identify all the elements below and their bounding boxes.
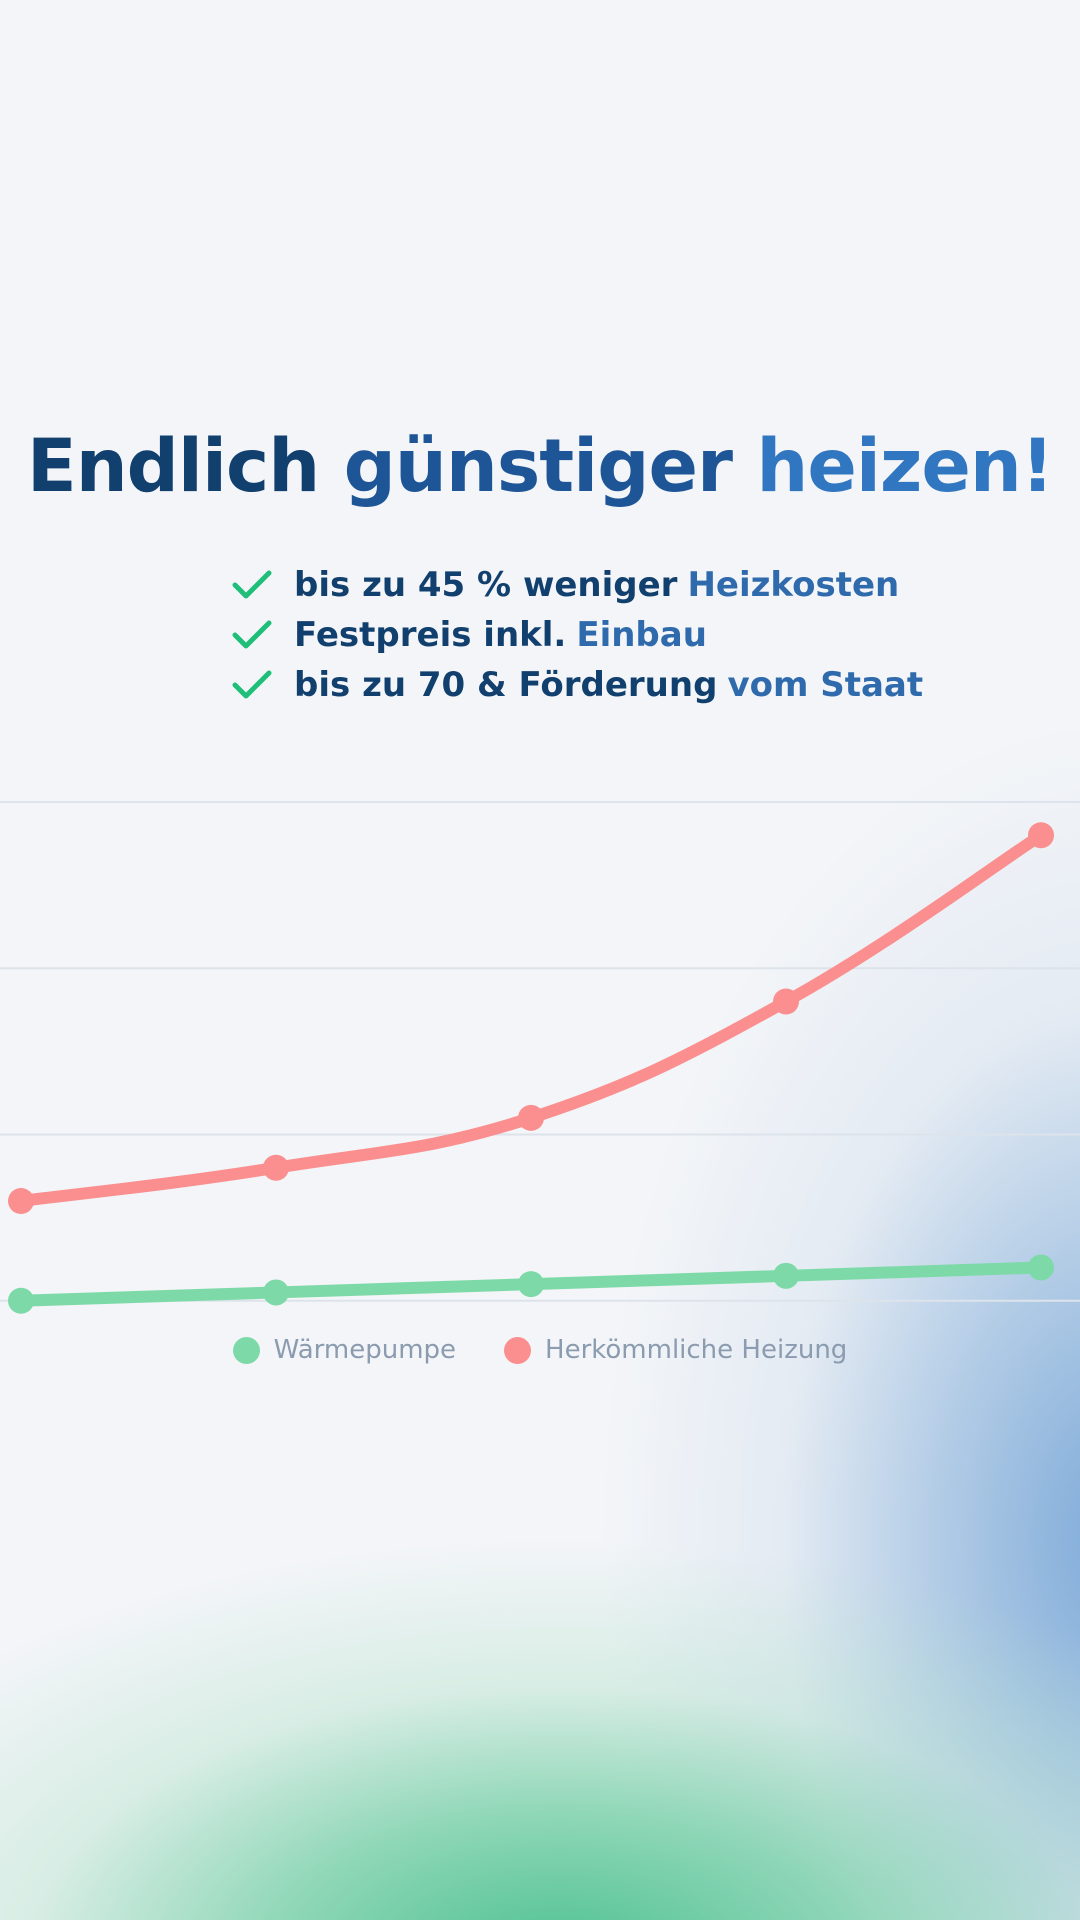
legend-item-waermepumpe: Wärmepumpe xyxy=(232,1335,457,1365)
benefit-text: bis zu 70 & Förderung xyxy=(294,665,718,705)
chart-grid xyxy=(0,801,1080,1302)
headline-word-heizen: heizen! xyxy=(756,423,1054,509)
data-point-waermepumpe-1 xyxy=(8,1287,34,1314)
headline: Endlich günstiger heizen! xyxy=(0,417,1080,517)
benefit-item-foerderung: bis zu 70 & Förderung vom Staat xyxy=(232,660,923,710)
benefit-text: bis zu 45 % weniger xyxy=(294,565,678,605)
data-point-herkoemmlich-5 xyxy=(1028,822,1054,849)
chart-legend: Wärmepumpe Herkömmliche Heizung xyxy=(0,1335,1080,1365)
checkmark-icon xyxy=(232,620,272,649)
data-point-herkoemmlich-4 xyxy=(773,988,799,1015)
benefit-list: bis zu 45 % weniger Heizkosten Festpreis… xyxy=(232,560,923,710)
data-point-waermepumpe-3 xyxy=(518,1271,544,1298)
benefit-item-heizkosten: bis zu 45 % weniger Heizkosten xyxy=(232,560,923,610)
legend-label-waermepumpe: Wärmepumpe xyxy=(273,1335,457,1365)
benefit-item-einbau: Festpreis inkl. Einbau xyxy=(232,610,923,660)
data-point-herkoemmlich-1 xyxy=(8,1188,34,1214)
headline-word-endlich: Endlich xyxy=(26,423,320,509)
benefit-text: Festpreis inkl. xyxy=(294,615,567,655)
benefit-accent: Heizkosten xyxy=(687,565,900,605)
data-point-waermepumpe-2 xyxy=(263,1279,289,1306)
data-point-herkoemmlich-2 xyxy=(263,1154,289,1181)
series-line-herkoemmlich xyxy=(15,829,1047,1207)
checkmark-icon xyxy=(232,670,272,699)
checkmark-icon xyxy=(232,570,272,599)
chart-series xyxy=(8,822,1054,1314)
legend-label-herkoemmlich: Herkömmliche Heizung xyxy=(545,1335,848,1365)
data-point-herkoemmlich-3 xyxy=(518,1104,544,1131)
headline-word-guenstiger: günstiger xyxy=(343,423,733,509)
legend-marker-herkoemmlich xyxy=(504,1336,532,1364)
legend-marker-waermepumpe xyxy=(232,1336,260,1364)
data-point-waermepumpe-5 xyxy=(1028,1254,1054,1281)
benefit-accent: Einbau xyxy=(576,615,707,655)
legend-item-herkoemmlich: Herkömmliche Heizung xyxy=(504,1335,847,1365)
benefit-accent: vom Staat xyxy=(727,665,924,705)
data-point-waermepumpe-4 xyxy=(773,1262,799,1289)
